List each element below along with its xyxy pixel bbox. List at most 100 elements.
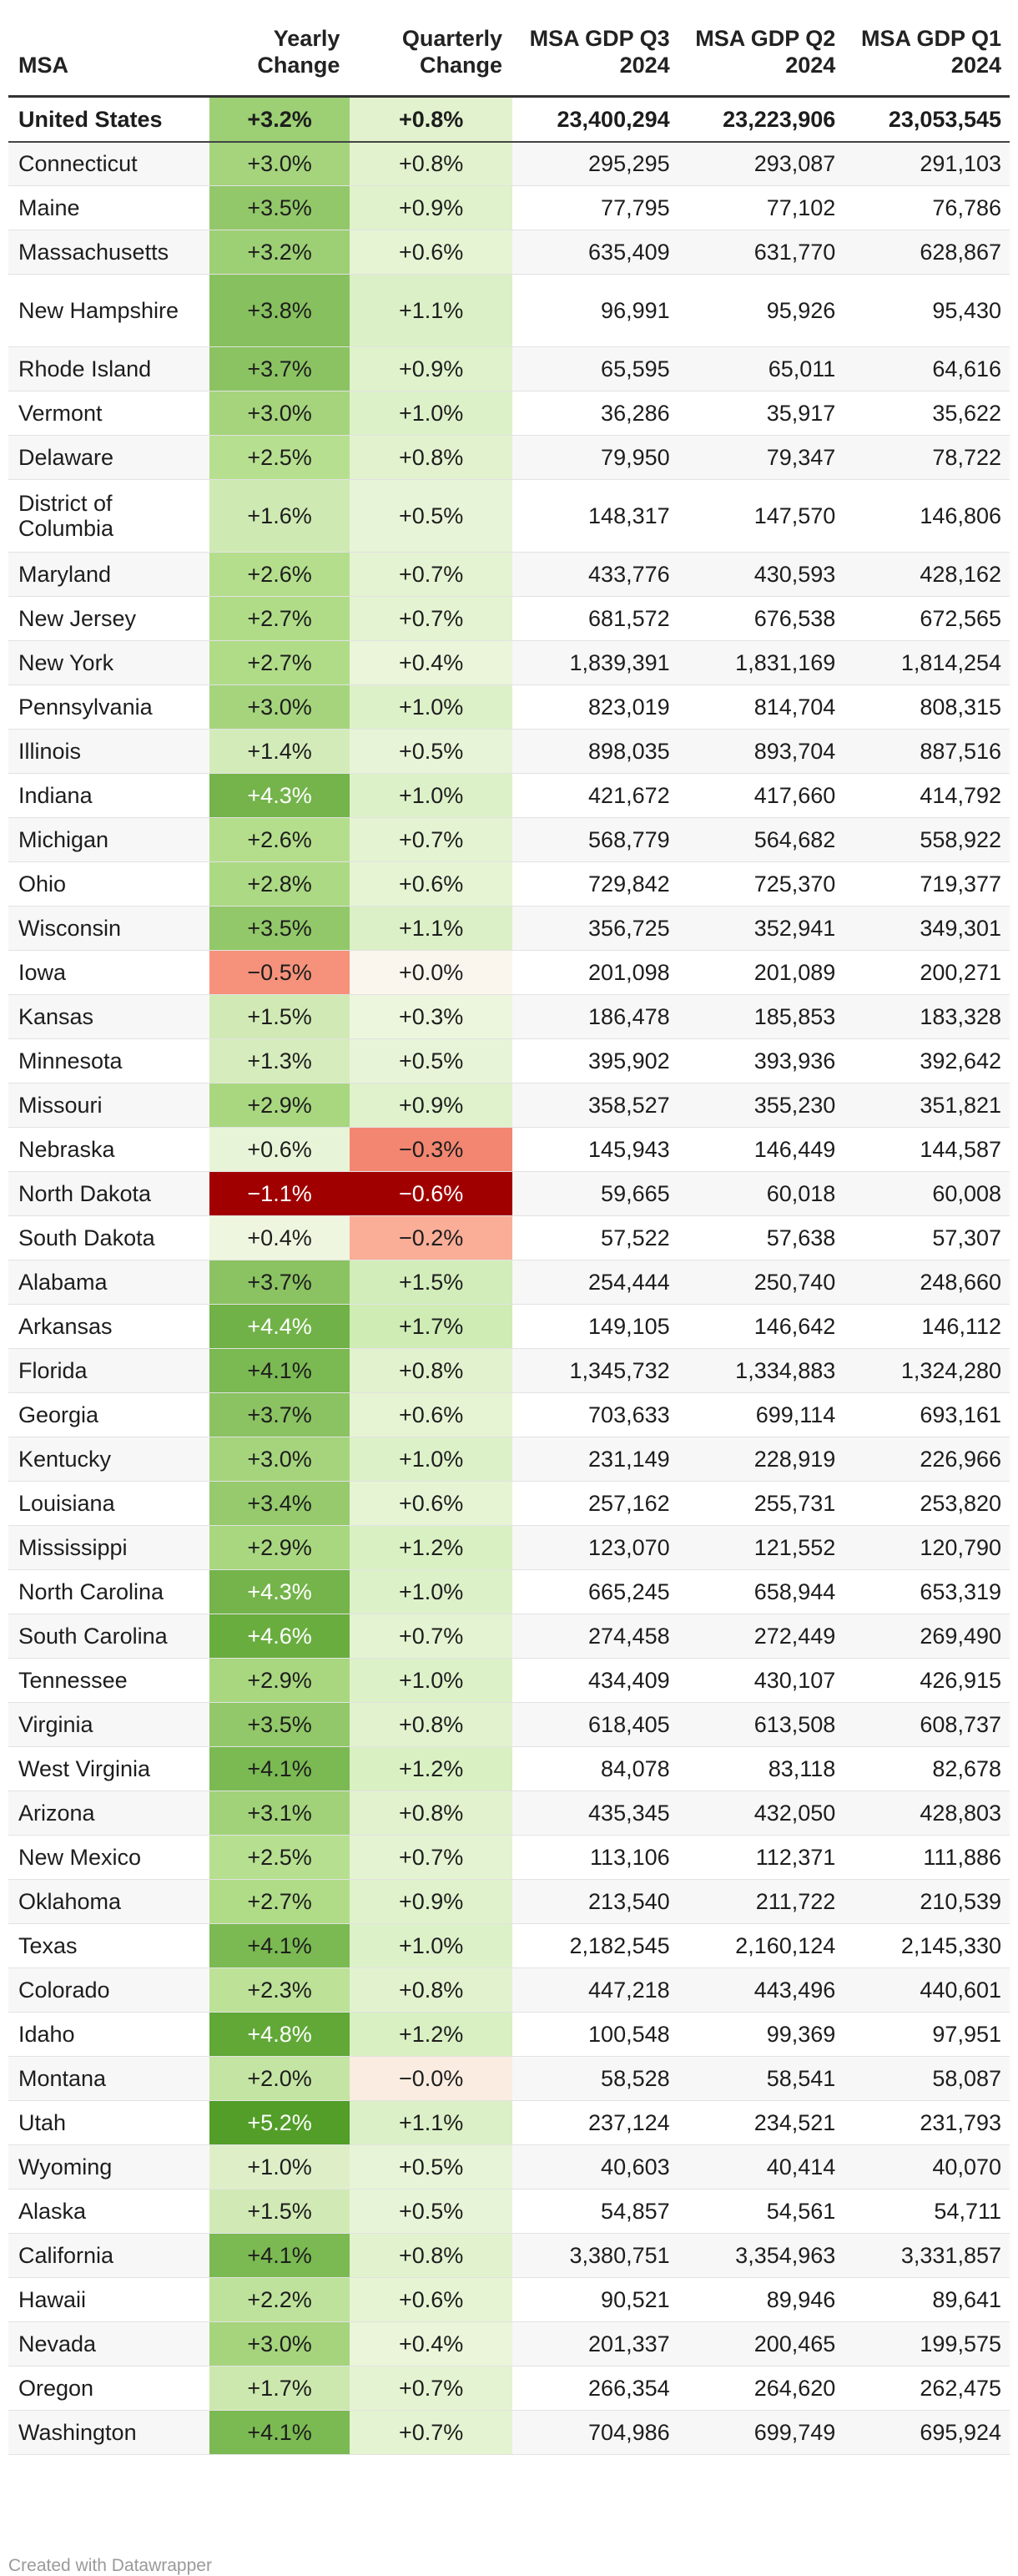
footer-credit: Created with Datawrapper xyxy=(8,2556,212,2575)
quarterly-change-cell: −0.0% xyxy=(350,2056,512,2101)
quarterly-change-cell: +0.4% xyxy=(350,2321,512,2366)
quarterly-change-cell: +0.9% xyxy=(350,1083,512,1128)
table-row: Mississippi +2.9% +1.2% 123,070 121,552 120,7… xyxy=(8,1525,1010,1570)
quarterly-change-cell: +0.6% xyxy=(350,861,512,907)
gdp-q2-cell: 77,102 xyxy=(678,185,844,230)
column-header-gdp-q3[interactable]: MSA GDP Q3 2024 xyxy=(529,26,670,78)
yearly-change-cell: +2.7% xyxy=(209,1879,350,1924)
table-row: District of Columbia +1.6% +0.5% 148,317 147… xyxy=(8,479,1010,553)
yearly-change-cell: +4.1% xyxy=(209,1923,350,1968)
quarterly-change-cell: +0.7% xyxy=(350,2410,512,2455)
gdp-q3-cell: 84,078 xyxy=(512,1746,678,1791)
yearly-change-cell: +1.4% xyxy=(209,729,350,774)
quarterly-change-cell: +0.4% xyxy=(350,640,512,685)
msa-cell: Nevada xyxy=(8,2321,209,2366)
gdp-q2-cell: 40,414 xyxy=(678,2144,844,2190)
gdp-q2-cell: 293,087 xyxy=(678,141,844,186)
gdp-q1-cell: 349,301 xyxy=(844,906,1010,951)
column-header-gdp-q1[interactable]: MSA GDP Q1 2024 xyxy=(860,26,1001,78)
gdp-q3-cell: 898,035 xyxy=(512,729,678,774)
gdp-q2-cell: 23,223,906 xyxy=(678,96,844,143)
table-body: United States +3.2% +0.8% 23,400,294 23,223,… xyxy=(8,96,1010,2455)
gdp-q1-cell: 628,867 xyxy=(844,230,1010,275)
yearly-change-cell: +3.8% xyxy=(209,274,350,347)
yearly-change-cell: +3.4% xyxy=(209,1481,350,1526)
quarterly-change-cell: +1.1% xyxy=(350,274,512,347)
gdp-q3-cell: 421,672 xyxy=(512,773,678,818)
column-header-gdp-q2[interactable]: MSA GDP Q2 2024 xyxy=(695,26,836,78)
table-row: Vermont +3.0% +1.0% 36,286 35,917 35,622 xyxy=(8,391,1010,436)
gdp-q1-cell: 351,821 xyxy=(844,1083,1010,1128)
gdp-q3-cell: 356,725 xyxy=(512,906,678,951)
gdp-q3-cell: 23,400,294 xyxy=(512,96,678,143)
table-row: Utah +5.2% +1.1% 237,124 234,521 231,793 xyxy=(8,2100,1010,2145)
yearly-change-cell: +3.2% xyxy=(209,230,350,275)
msa-cell: New York xyxy=(8,640,209,685)
msa-cell: Illinois xyxy=(8,729,209,774)
gdp-q1-cell: 414,792 xyxy=(844,773,1010,818)
msa-cell: Florida xyxy=(8,1348,209,1393)
gdp-q1-cell: 144,587 xyxy=(844,1127,1010,1172)
table-row: Maryland +2.6% +0.7% 433,776 430,593 428,162 xyxy=(8,552,1010,597)
msa-cell: Mississippi xyxy=(8,1525,209,1570)
quarterly-change-cell: +0.7% xyxy=(350,1614,512,1659)
gdp-q1-cell: 200,271 xyxy=(844,950,1010,995)
msa-cell: New Hampshire xyxy=(8,274,209,347)
gdp-q2-cell: 1,831,169 xyxy=(678,640,844,685)
quarterly-change-cell: +0.5% xyxy=(350,479,512,553)
gdp-q2-cell: 564,682 xyxy=(678,817,844,862)
column-header-yearly-change[interactable]: Yearly Change xyxy=(257,26,340,78)
quarterly-change-cell: +0.5% xyxy=(350,1038,512,1083)
quarterly-change-cell: +1.0% xyxy=(350,1569,512,1614)
gdp-q1-cell: 248,660 xyxy=(844,1260,1010,1305)
yearly-change-cell: +4.1% xyxy=(209,2410,350,2455)
gdp-q2-cell: 432,050 xyxy=(678,1791,844,1836)
gdp-q3-cell: 395,902 xyxy=(512,1038,678,1083)
column-header-quarterly-change[interactable]: Quarterly Change xyxy=(401,26,502,78)
gdp-q3-cell: 123,070 xyxy=(512,1525,678,1570)
yearly-change-cell: +3.0% xyxy=(209,391,350,436)
gdp-q3-cell: 358,527 xyxy=(512,1083,678,1128)
gdp-q1-cell: 426,915 xyxy=(844,1658,1010,1703)
msa-cell: Oregon xyxy=(8,2366,209,2411)
gdp-q2-cell: 60,018 xyxy=(678,1171,844,1216)
quarterly-change-cell: +0.7% xyxy=(350,1835,512,1880)
quarterly-change-cell: +1.0% xyxy=(350,1923,512,1968)
gdp-q3-cell: 58,528 xyxy=(512,2056,678,2101)
gdp-q1-cell: 808,315 xyxy=(844,684,1010,730)
msa-cell: Idaho xyxy=(8,2012,209,2057)
msa-cell: California xyxy=(8,2233,209,2278)
gdp-q1-cell: 887,516 xyxy=(844,729,1010,774)
table-row: Arizona +3.1% +0.8% 435,345 432,050 428,803 xyxy=(8,1791,1010,1836)
gdp-q1-cell: 428,162 xyxy=(844,552,1010,597)
table-row: Tennessee +2.9% +1.0% 434,409 430,107 426,915 xyxy=(8,1658,1010,1703)
yearly-change-cell: +3.0% xyxy=(209,684,350,730)
msa-cell: Texas xyxy=(8,1923,209,1968)
table-row: California +4.1% +0.8% 3,380,751 3,354,963 3,… xyxy=(8,2233,1010,2278)
gdp-q1-cell: 57,307 xyxy=(844,1215,1010,1260)
gdp-q2-cell: 147,570 xyxy=(678,479,844,553)
quarterly-change-cell: +0.5% xyxy=(350,729,512,774)
gdp-q2-cell: 57,638 xyxy=(678,1215,844,1260)
column-header-msa[interactable]: MSA xyxy=(18,53,68,78)
yearly-change-cell: +3.1% xyxy=(209,1791,350,1836)
yearly-change-cell: +3.7% xyxy=(209,1392,350,1437)
gdp-q3-cell: 729,842 xyxy=(512,861,678,907)
gdp-q2-cell: 146,449 xyxy=(678,1127,844,1172)
yearly-change-cell: +4.4% xyxy=(209,1304,350,1349)
yearly-change-cell: +0.4% xyxy=(209,1215,350,1260)
msa-cell: Washington xyxy=(8,2410,209,2455)
gdp-q3-cell: 665,245 xyxy=(512,1569,678,1614)
quarterly-change-cell: +0.8% xyxy=(350,435,512,480)
gdp-q1-cell: 392,642 xyxy=(844,1038,1010,1083)
table-row: Georgia +3.7% +0.6% 703,633 699,114 693,161 xyxy=(8,1392,1010,1437)
gdp-q3-cell: 635,409 xyxy=(512,230,678,275)
msa-cell: Alabama xyxy=(8,1260,209,1305)
gdp-q1-cell: 672,565 xyxy=(844,596,1010,641)
gdp-q2-cell: 89,946 xyxy=(678,2277,844,2322)
yearly-change-cell: +1.6% xyxy=(209,479,350,553)
gdp-q3-cell: 823,019 xyxy=(512,684,678,730)
gdp-q1-cell: 199,575 xyxy=(844,2321,1010,2366)
yearly-change-cell: +3.5% xyxy=(209,906,350,951)
msa-cell: South Carolina xyxy=(8,1614,209,1659)
